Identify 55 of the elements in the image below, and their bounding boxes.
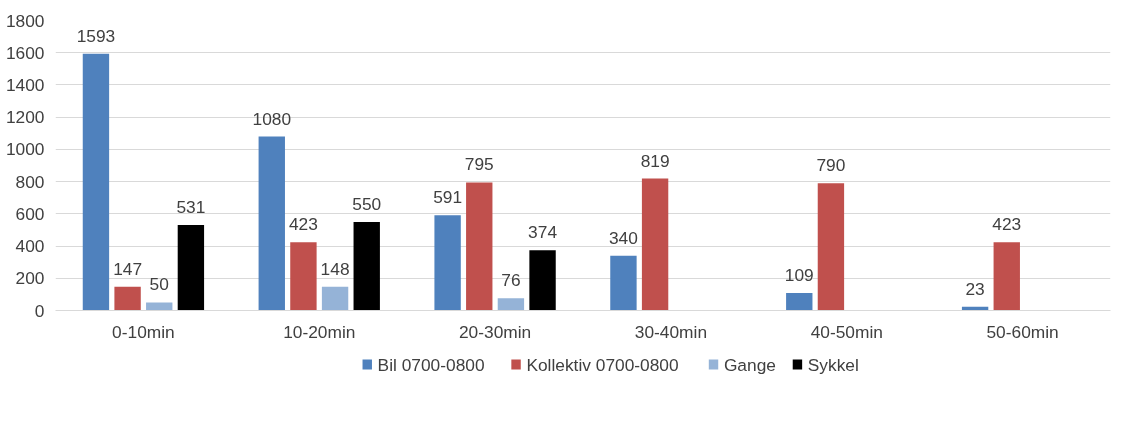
data-label: 423 — [992, 214, 1022, 235]
x-tick-label: 30-40min — [634, 321, 708, 342]
bar — [497, 298, 525, 311]
y-tick-label: 600 — [15, 203, 45, 224]
y-tick-label: 1800 — [5, 10, 45, 31]
bar — [993, 242, 1020, 311]
x-tick-label: 10-20min — [283, 321, 356, 342]
data-label: 423 — [288, 214, 318, 235]
data-label: 795 — [464, 154, 494, 175]
data-label: 1593 — [76, 25, 116, 46]
bar — [353, 221, 380, 311]
y-tick-label: 1600 — [5, 42, 45, 63]
data-label: 50 — [149, 274, 169, 295]
x-tick-label: 50-60min — [986, 321, 1059, 342]
bar — [434, 215, 461, 311]
bar — [290, 242, 317, 311]
bar — [610, 255, 637, 311]
y-tick-label: 1400 — [5, 74, 45, 95]
data-label: 531 — [176, 196, 206, 217]
y-tick-label: 1000 — [5, 139, 45, 160]
x-tick-label: 40-50min — [810, 321, 883, 342]
bar — [321, 286, 349, 311]
legend-label: Bil 0700-0800 — [377, 354, 485, 375]
data-label: 374 — [528, 222, 558, 243]
data-label: 340 — [608, 227, 638, 248]
bar — [817, 183, 845, 311]
data-label: 1080 — [252, 108, 292, 129]
bar — [82, 53, 110, 311]
data-label: 76 — [501, 270, 521, 291]
data-label: 550 — [352, 193, 382, 214]
data-label: 23 — [965, 278, 985, 299]
bar — [146, 302, 173, 311]
bar — [114, 286, 141, 311]
data-label: 148 — [320, 258, 350, 279]
bar — [641, 178, 669, 311]
bar — [466, 182, 493, 311]
bar — [258, 136, 285, 311]
bar — [786, 292, 813, 311]
legend-label: Kollektiv 0700-0800 — [526, 354, 679, 375]
legend-label: Sykkel — [807, 354, 859, 375]
x-tick-label: 20-30min — [458, 321, 532, 342]
y-tick-label: 1200 — [5, 107, 45, 128]
x-tick-label: 0-10min — [112, 321, 175, 342]
data-label: 147 — [113, 258, 143, 279]
bar — [177, 224, 205, 311]
y-tick-label: 800 — [15, 171, 45, 192]
y-tick-label: 0 — [34, 300, 45, 321]
data-label: 109 — [784, 264, 814, 285]
y-tick-label: 200 — [15, 268, 45, 289]
legend-label: Gange — [723, 354, 776, 375]
data-label: 790 — [816, 155, 846, 176]
data-label: 591 — [433, 187, 463, 208]
y-tick-label: 400 — [15, 236, 45, 257]
bar — [529, 250, 556, 311]
data-label: 819 — [640, 150, 670, 171]
